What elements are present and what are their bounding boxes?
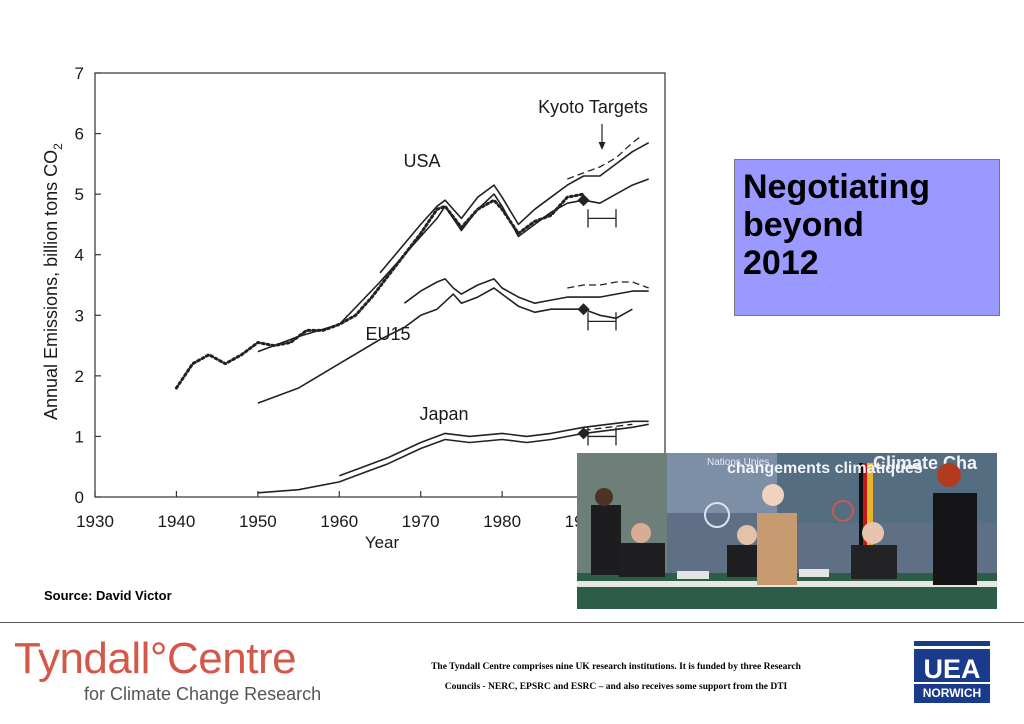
tyndall-centre-logo: Tyndall°Centre for Climate Change Resear… [14,634,334,714]
plot-frame [94,72,666,498]
x-tick-label: 1970 [402,512,440,531]
tyndall-logo-sub: for Climate Change Research [84,684,322,704]
x-axis-label: Year [365,533,400,552]
uea-logo-bottom: NORWICH [923,686,981,700]
funding-note: The Tyndall Centre comprises nine UK res… [392,657,840,697]
slide-title-line-2: beyond [743,206,864,244]
x-tick-label: 1980 [483,512,521,531]
x-tick-label: 1930 [76,512,114,531]
footer-divider [0,622,1024,623]
x-tick-label: 1940 [158,512,196,531]
emissions-chart: 1930194019501960197019801990200001234567… [41,64,684,552]
y-tick-label: 0 [75,488,84,507]
kyoto-range-eu15 [587,312,617,331]
series-line-usa-1 [174,192,586,390]
series-line-japan-1 [257,423,649,494]
x-tick-label: 1960 [320,512,358,531]
funding-note-line-2: Councils - NERC, EPSRC and ESRC – and al… [444,682,788,692]
slide-title-line-3: 2012 [743,244,819,282]
funding-note-line-1: The Tyndall Centre comprises nine UK res… [431,662,801,672]
source-caption: Source: David Victor [44,588,172,603]
y-tick-label: 1 [75,427,84,446]
series-line-usa-3 [379,141,650,274]
series-line-usa-2 [257,178,649,353]
kyoto-arrow [598,124,606,150]
chart-plot-area [174,136,650,494]
kyoto-range-japan [587,427,617,446]
y-tick-label: 2 [75,367,84,386]
kyoto-range-usa [587,209,617,228]
y-tick-label: 3 [75,306,84,325]
photo-banner-mid: changements climatiques [727,460,923,477]
y-tick-label: 5 [75,185,84,204]
slide-title-box: Negotiating beyond 2012 [734,159,1000,316]
annotation-japan: Japan [419,404,468,424]
target-marker-eu15 [577,303,590,316]
y-axis-label: Annual Emissions, billion tons CO2 [41,143,65,420]
photo-banner-right: Climate Cha [873,453,978,473]
target-marker-usa [577,194,590,207]
signing-ceremony-photo: Nations Unies changements climatiques Cl… [577,453,997,609]
target-marker-japan [577,427,590,440]
tyndall-logo-main: Tyndall°Centre [14,634,297,683]
series-line-eu15-1 [257,287,633,404]
x-tick-label: 1950 [239,512,277,531]
annotation-usa: USA [403,151,440,171]
uea-norwich-logo: UEA NORWICH [914,641,990,703]
series-line-eu15-3 [567,281,649,289]
series-line-japan-3 [583,423,633,432]
series-line-eu15-2 [403,278,649,304]
photo-banner-left: Nations Unies [707,457,769,468]
slide-title-line-1: Negotiating [743,168,930,206]
series-line-usa-4 [567,136,641,180]
uea-logo-top: UEA [923,654,980,684]
series-line-japan-2 [339,420,649,477]
y-tick-label: 7 [75,64,84,83]
annotation-kyoto-targets: Kyoto Targets [538,97,648,117]
y-tick-label: 4 [75,246,84,265]
annotation-eu15: EU15 [365,324,410,344]
y-tick-label: 6 [75,125,84,144]
